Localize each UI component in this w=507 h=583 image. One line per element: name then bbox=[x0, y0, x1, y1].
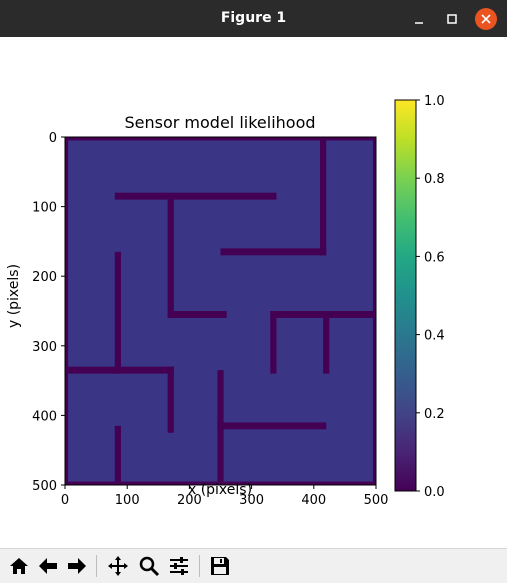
wall-segment bbox=[114, 425, 121, 485]
home-button[interactable] bbox=[6, 553, 32, 579]
colorbar-tick-label: 0.8 bbox=[424, 172, 445, 187]
wall-segment bbox=[65, 137, 376, 141]
plot-svg[interactable]: Sensor model likelihood 0 100 200 300 400 500… bbox=[0, 37, 507, 548]
y-tick-label: 500 bbox=[32, 479, 57, 494]
wall-segment bbox=[220, 248, 327, 256]
x-tick-label: 0 bbox=[61, 493, 69, 508]
wall-segment bbox=[270, 311, 277, 374]
wall-segment bbox=[217, 422, 327, 430]
window-titlebar: Figure 1 bbox=[0, 0, 507, 37]
colorbar-tick-label: 0.2 bbox=[424, 407, 445, 422]
zoom-button[interactable] bbox=[136, 553, 162, 579]
configure-subplots-button[interactable] bbox=[166, 553, 192, 579]
y-tick-label: 100 bbox=[32, 201, 57, 216]
y-axis-label: y (pixels) bbox=[6, 264, 22, 328]
plot-frame bbox=[64, 136, 377, 486]
window-title: Figure 1 bbox=[220, 10, 287, 26]
arrow-right-icon bbox=[68, 558, 86, 574]
save-button[interactable] bbox=[207, 553, 233, 579]
move-icon bbox=[108, 556, 128, 576]
back-button[interactable] bbox=[35, 553, 61, 579]
maximize-icon bbox=[447, 14, 457, 24]
wall-segment bbox=[167, 311, 227, 318]
floppy-disk-icon bbox=[211, 557, 229, 575]
minimize-button[interactable] bbox=[408, 8, 430, 30]
magnifier-icon bbox=[139, 556, 160, 577]
x-tick-label: 100 bbox=[115, 493, 140, 508]
y-tick-label: 400 bbox=[32, 409, 57, 424]
x-tick-label: 400 bbox=[301, 493, 326, 508]
y-tick-label: 300 bbox=[32, 340, 57, 355]
pan-button[interactable] bbox=[105, 553, 131, 579]
close-button[interactable] bbox=[475, 8, 497, 30]
wall-segment bbox=[65, 366, 174, 374]
y-axis: 0 100 200 300 400 500 bbox=[32, 131, 65, 494]
wall-segment bbox=[323, 311, 330, 374]
close-icon bbox=[481, 14, 491, 24]
colorbar-tick-label: 0.6 bbox=[424, 250, 445, 265]
colorbar-tick-label: 0.0 bbox=[424, 485, 445, 500]
y-tick-label: 0 bbox=[49, 131, 57, 146]
x-tick-label: 500 bbox=[364, 493, 389, 508]
x-axis: 0 100 200 300 400 500 bbox=[61, 485, 389, 508]
colorbar bbox=[394, 99, 417, 492]
chart-title: Sensor model likelihood bbox=[124, 113, 315, 132]
figure-canvas[interactable]: Sensor model likelihood 0 100 200 300 400 500… bbox=[0, 37, 507, 548]
toolbar-separator bbox=[199, 555, 200, 577]
wall-segment bbox=[114, 192, 277, 200]
forward-button[interactable] bbox=[64, 553, 90, 579]
colorbar-axis: 0.0 0.2 0.4 0.6 0.8 1.0 bbox=[416, 94, 445, 500]
wall-segment bbox=[167, 196, 174, 318]
x-tick-label: 200 bbox=[177, 493, 202, 508]
wall-segment bbox=[114, 251, 121, 374]
wall-segment bbox=[320, 137, 327, 256]
maximize-button[interactable] bbox=[441, 8, 463, 30]
wall-segment bbox=[65, 137, 69, 485]
colorbar-tick-label: 1.0 bbox=[424, 94, 445, 109]
home-icon bbox=[10, 558, 28, 574]
toolbar-separator bbox=[96, 555, 97, 577]
minimize-icon bbox=[415, 22, 423, 24]
x-axis-label: x (pixels) bbox=[188, 482, 252, 498]
colorbar-tick-label: 0.4 bbox=[424, 329, 445, 344]
y-tick-label: 200 bbox=[32, 270, 57, 285]
wall-segment bbox=[167, 366, 174, 433]
navigation-toolbar bbox=[0, 548, 507, 583]
x-tick-label: 300 bbox=[239, 493, 264, 508]
arrow-left-icon bbox=[39, 558, 57, 574]
sliders-icon bbox=[170, 557, 188, 575]
maze-walls bbox=[65, 137, 376, 485]
